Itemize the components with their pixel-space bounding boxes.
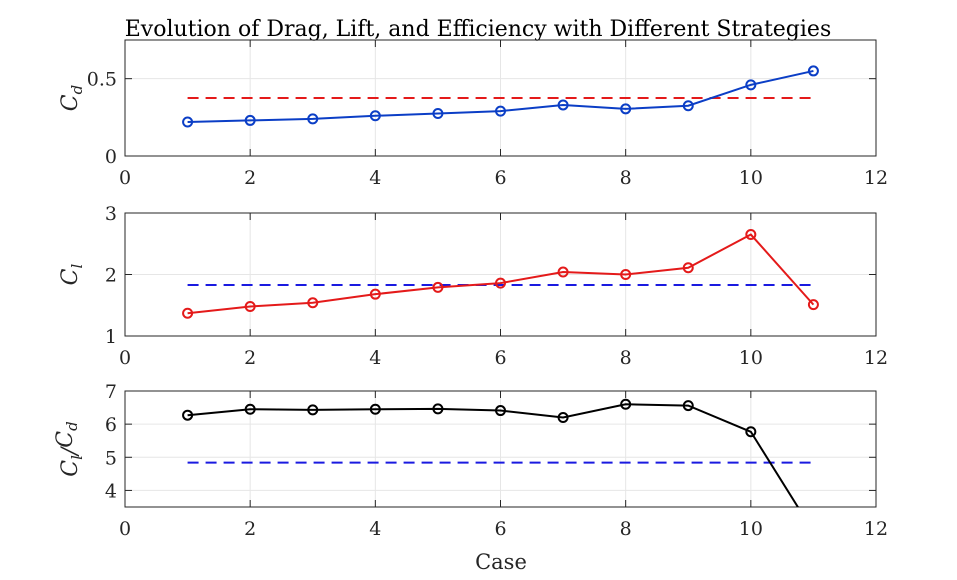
- cl-marker-1: [244, 300, 256, 312]
- cl-marker-0: [182, 307, 194, 319]
- cl-x-tick-label-2: 4: [369, 347, 381, 369]
- ratio-y-axis-label: Cl/Cd: [53, 421, 86, 477]
- ratio-marker-6: [557, 412, 569, 424]
- cl-y-label-sub: l: [68, 263, 86, 268]
- ratio-marker-3: [369, 403, 381, 415]
- cd-marker-8: [682, 100, 694, 112]
- cl-x-tick-label-1: 2: [244, 347, 256, 369]
- cd-x-tick-label-3: 6: [494, 167, 506, 189]
- cd-marker-2: [307, 113, 319, 125]
- ratio-x-tick-label-5: 10: [739, 518, 763, 540]
- cl-y-tick-label-0: 1: [105, 326, 117, 348]
- cl-x-tick-label-4: 8: [620, 347, 632, 369]
- ratio-marker-4: [432, 403, 444, 415]
- cd-x-tick-label-4: 8: [620, 167, 632, 189]
- ratio-marker-7: [620, 398, 632, 410]
- cl-marker-6: [557, 266, 569, 278]
- cd-x-tick-label-0: 0: [119, 167, 131, 189]
- cd-y-label-main: C: [58, 94, 83, 111]
- ratio-y-label-sub2: d: [63, 421, 81, 431]
- cl-y-tick-label-1: 2: [105, 265, 117, 287]
- cd-x-tick-label-5: 10: [739, 167, 763, 189]
- ratio-marker-5: [495, 405, 506, 417]
- cd-marker-6: [557, 99, 569, 111]
- cd-marker-0: [182, 116, 194, 128]
- cd-marker-3: [369, 110, 381, 122]
- cd-marker-10: [807, 65, 819, 77]
- cd-y-tick-label-1: 0.5: [87, 69, 117, 91]
- cd-y-label-sub: d: [68, 85, 86, 95]
- chart-title: Evolution of Drag, Lift, and Efficiency …: [125, 17, 832, 42]
- cd-marker-7: [620, 103, 632, 115]
- ratio-y-tick-label-2: 6: [105, 414, 117, 436]
- ratio-marker-0: [182, 409, 194, 421]
- ratio-y-tick-label-1: 5: [105, 447, 117, 469]
- cl-y-axis-label: Cl: [58, 263, 86, 285]
- cd-series-line: [187, 69, 814, 123]
- ratio-x-tick-label-1: 2: [244, 518, 256, 540]
- cd-marker-9: [745, 79, 757, 91]
- ratio-y-label-main: C: [58, 460, 83, 477]
- ratio-x-tick-label-2: 4: [369, 518, 381, 540]
- ratio-x-tick-label-6: 12: [864, 518, 888, 540]
- cd-x-tick-label-1: 2: [244, 167, 256, 189]
- ratio-x-tick-label-0: 0: [119, 518, 131, 540]
- cd-x-tick-label-2: 4: [369, 167, 381, 189]
- cl-x-tick-label-6: 12: [864, 347, 888, 369]
- cl-marker-3: [369, 288, 381, 300]
- cl-y-label-main: C: [58, 268, 83, 285]
- ratio-x-tick-label-3: 6: [494, 518, 506, 540]
- ratio-y-tick-label-3: 7: [105, 381, 117, 403]
- cd-marker-1: [244, 114, 256, 126]
- ratio-y-label-sep: /: [58, 445, 83, 457]
- panel-cd: 0 2 4 6 8 10 12 0 0.5Cd: [58, 39, 888, 189]
- cl-marker-9: [745, 229, 757, 241]
- cl-y-tick-label-2: 3: [105, 203, 117, 225]
- cl-x-tick-label-0: 0: [119, 347, 131, 369]
- cd-y-tick-label-0: 0: [105, 146, 117, 168]
- ratio-y-label-sub: l: [68, 455, 86, 460]
- ratio-marker-9: [745, 426, 757, 438]
- ratio-y-tick-label-0: 4: [105, 480, 117, 502]
- ratio-marker-1: [244, 403, 256, 415]
- cd-marker-5: [495, 105, 506, 117]
- ratio-marker-8: [682, 400, 694, 412]
- cl-series-line: [187, 233, 815, 315]
- ratio-series-line: [187, 403, 800, 507]
- cl-marker-8: [682, 262, 694, 274]
- cd-x-tick-label-6: 12: [864, 167, 888, 189]
- ratio-marker-2: [307, 404, 319, 416]
- cd-marker-4: [432, 107, 444, 119]
- cl-marker-2: [307, 297, 319, 309]
- cl-marker-7: [620, 269, 632, 280]
- cl-marker-4: [432, 281, 444, 293]
- cl-x-tick-label-3: 6: [494, 347, 506, 369]
- x-axis-label: Case: [475, 550, 527, 574]
- ratio-x-tick-label-4: 8: [620, 518, 632, 540]
- cl-x-tick-label-5: 10: [739, 347, 763, 369]
- cl-marker-5: [495, 277, 506, 289]
- cl-marker-10: [807, 299, 819, 311]
- ratio-y-label-main2: C: [53, 431, 78, 448]
- cd-y-axis-label: Cd: [58, 85, 86, 111]
